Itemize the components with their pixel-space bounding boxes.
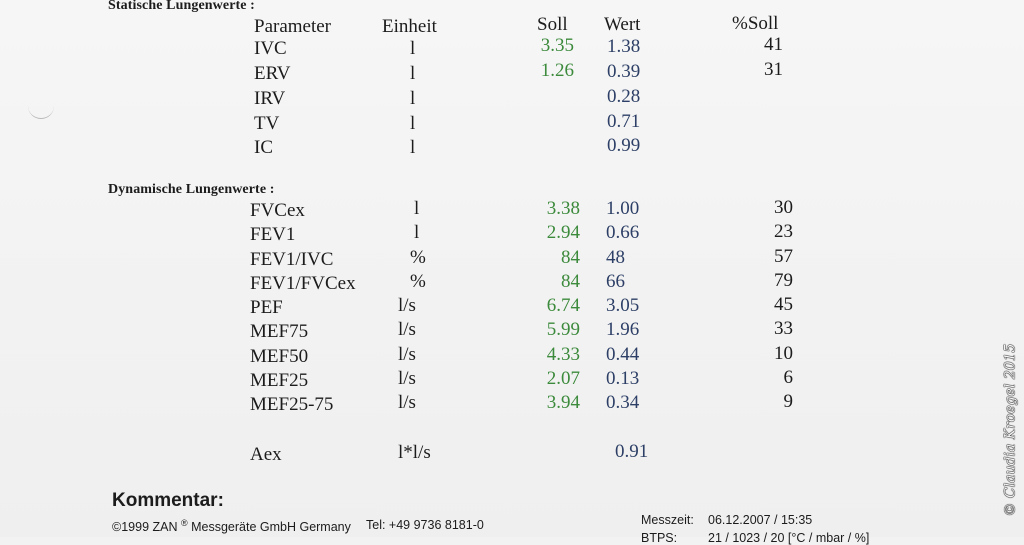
dynamic-row-wert: 0.44	[606, 344, 640, 365]
dynamic-row-soll: 3.94	[546, 392, 580, 413]
watermark-text: © Claudia Kroegel 2015	[1002, 343, 1019, 517]
header-wert: Wert	[604, 14, 641, 35]
dynamic-row-pct-soll: 9	[783, 391, 794, 412]
header-einheit: Einheit	[382, 16, 437, 37]
dynamic-row-wert: 1.00	[606, 198, 640, 219]
dynamic-row-wert: 0.34	[606, 392, 640, 413]
static-row-pct-soll: 31	[764, 59, 783, 80]
dynamic-row-wert: 0.66	[606, 222, 640, 243]
static-row-unit: l	[410, 113, 416, 134]
dynamic-row-parameter: MEF25	[250, 370, 309, 391]
static-row-wert: 1.38	[607, 36, 641, 57]
static-row-wert: 0.39	[607, 61, 641, 82]
static-row-unit: l	[410, 88, 416, 109]
dynamic-row-parameter: FEV1/FVCex	[250, 273, 356, 294]
static-row-unit: l	[410, 137, 416, 158]
copyright-text: ©1999 ZAN	[112, 520, 178, 535]
header-parameter: Parameter	[254, 16, 332, 37]
dynamic-row-pct-soll: 10	[774, 343, 793, 364]
static-row-wert: 0.28	[607, 86, 641, 107]
dynamic-row-parameter: FVCex	[250, 200, 305, 221]
footer-tel: Tel: +49 9736 8181-0	[366, 518, 484, 532]
registered-mark: ®	[180, 518, 188, 528]
static-row-parameter: TV	[254, 113, 280, 134]
btps-label: BTPS:	[641, 531, 678, 545]
static-row-wert: 0.71	[607, 111, 641, 132]
dynamic-row-soll: 6.74	[546, 295, 580, 316]
static-row-parameter: ERV	[254, 63, 291, 84]
dynamic-row-wert: 0.13	[606, 368, 640, 389]
dynamic-row-pct-soll: 79	[774, 270, 793, 291]
kommentar-heading: Kommentar:	[112, 490, 224, 511]
dynamic-section-title: Dynamische Lungenwerte :	[108, 182, 275, 197]
header-soll: Soll	[537, 14, 568, 35]
copyright-watermark: © Claudia Kroegel 2015	[980, 330, 1024, 530]
header-pct-soll: %Soll	[732, 13, 779, 34]
dynamic-row-wert: 66	[606, 271, 625, 292]
dynamic-row-unit: %	[410, 247, 426, 268]
dynamic-row-unit: l/s	[398, 344, 416, 365]
static-row-soll: 3.35	[540, 35, 574, 56]
static-row-parameter: IRV	[254, 88, 286, 109]
dynamic-row-soll: 5.99	[546, 319, 580, 340]
dynamic-row-soll: 3.38	[546, 198, 580, 219]
dynamic-row-pct-soll: 57	[774, 246, 793, 267]
aex-parameter: Aex	[250, 444, 282, 465]
static-row-parameter: IVC	[254, 38, 287, 59]
dynamic-row-parameter: PEF	[250, 297, 283, 318]
dynamic-row-pct-soll: 45	[774, 294, 793, 315]
aex-unit: l*l/s	[398, 442, 431, 463]
dynamic-row-wert: 3.05	[606, 295, 640, 316]
dynamic-row-parameter: FEV1/IVC	[250, 249, 334, 270]
dynamic-row-unit: l	[414, 198, 420, 219]
dynamic-row-unit: l/s	[398, 392, 416, 413]
static-row-soll: 1.26	[540, 60, 574, 81]
dynamic-row-parameter: FEV1	[250, 224, 296, 245]
company-text: Messgeräte GmbH Germany	[187, 520, 351, 535]
static-row-wert: 0.99	[607, 135, 641, 156]
dynamic-row-parameter: MEF50	[250, 346, 309, 367]
dynamic-row-unit: l/s	[398, 319, 416, 340]
dynamic-row-unit: %	[410, 271, 426, 292]
dynamic-row-parameter: MEF25-75	[250, 394, 334, 415]
dynamic-row-pct-soll: 6	[783, 367, 794, 388]
messzeit-value: 06.12.2007 / 15:35	[708, 513, 813, 527]
dynamic-row-soll: 84	[561, 247, 580, 268]
static-row-pct-soll: 41	[764, 34, 783, 55]
footer-copyright: ©1999 ZAN ® Messgeräte GmbH Germany	[112, 518, 351, 534]
punch-hole-mark	[28, 98, 54, 119]
dynamic-row-pct-soll: 30	[774, 197, 793, 218]
static-section-title: Statische Lungenwerte :	[108, 0, 255, 13]
static-row-unit: l	[410, 63, 416, 84]
aex-wert: 0.91	[615, 441, 649, 462]
dynamic-row-unit: l/s	[398, 368, 416, 389]
dynamic-row-wert: 1.96	[606, 319, 640, 340]
static-row-unit: l	[410, 38, 416, 59]
dynamic-row-unit: l	[414, 222, 420, 243]
dynamic-row-parameter: MEF75	[250, 321, 309, 342]
dynamic-row-soll: 2.94	[546, 222, 580, 243]
static-row-parameter: IC	[254, 137, 273, 158]
dynamic-row-unit: l/s	[398, 295, 416, 316]
btps-value: 21 / 1023 / 20 [°C / mbar / %]	[708, 531, 870, 545]
dynamic-row-soll: 4.33	[546, 344, 580, 365]
dynamic-row-pct-soll: 33	[774, 318, 793, 339]
dynamic-row-soll: 84	[561, 271, 580, 292]
messzeit-label: Messzeit:	[641, 513, 694, 527]
dynamic-row-soll: 2.07	[546, 368, 580, 389]
dynamic-row-wert: 48	[606, 247, 625, 268]
dynamic-row-pct-soll: 23	[774, 221, 793, 242]
